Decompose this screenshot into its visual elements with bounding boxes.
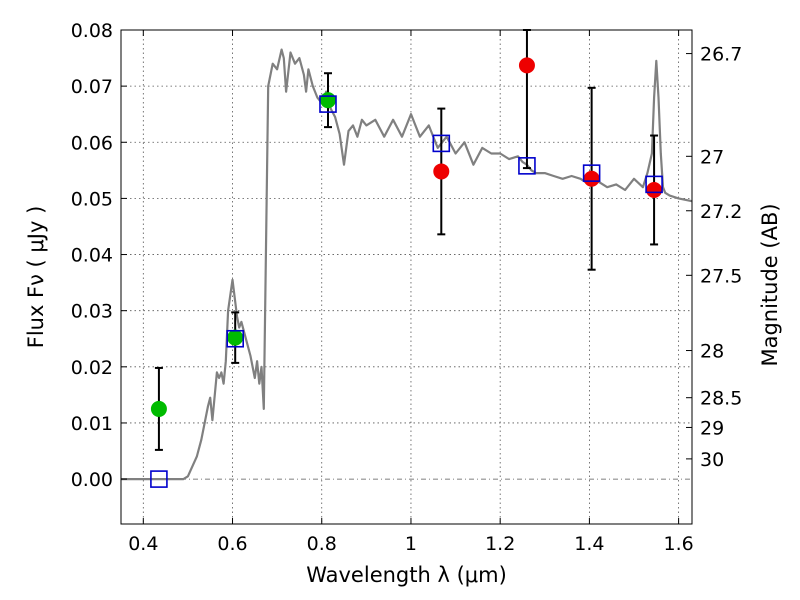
x-tick-label: 0.8: [307, 533, 337, 555]
error-bars: [154, 29, 659, 451]
blue-square-marker: [582, 164, 601, 182]
y-axis-label: Flux Fν ( μJy ): [24, 206, 48, 349]
y-tick-label: 0.01: [71, 413, 113, 435]
blue-square-marker: [432, 134, 451, 153]
model-sed-curve: [121, 48, 693, 481]
x-tick-label: 1: [405, 533, 417, 555]
green-data-point: [150, 400, 167, 417]
y-tick-label: 0.06: [71, 132, 113, 154]
x-tick-label: 1.6: [664, 533, 694, 555]
mag-tick-label: 29: [700, 417, 724, 439]
y-tick-label: 0.04: [71, 245, 113, 267]
red-data-point: [518, 57, 535, 74]
mag-tick-label: 28: [700, 341, 724, 363]
axis-ticks: 0.4 0.6 0.8 1 1.2 1.4 1.6 0.00 0.01 0.02 0.03 0.04 0…: [71, 20, 743, 555]
red-data-point: [433, 163, 450, 180]
x-tick-label: 0.6: [217, 533, 247, 555]
y-tick-label: 0.02: [71, 357, 113, 379]
plot-frame: [120, 29, 693, 525]
right-axis-label: Magnitude (AB): [758, 203, 782, 366]
y-tick-label: 0.00: [71, 469, 113, 491]
grid-lines: [121, 29, 692, 524]
x-tick-label: 1.4: [574, 533, 604, 555]
x-axis-label: Wavelength λ (μm): [306, 563, 507, 587]
blue-square-marker: [226, 329, 244, 348]
red-data-point: [583, 170, 600, 187]
mag-tick-label: 30: [700, 449, 724, 471]
green-data-point: [227, 329, 244, 346]
mag-tick-label: 28.5: [700, 388, 742, 410]
red-data-point: [646, 181, 663, 198]
mag-tick-label: 27: [700, 146, 724, 168]
mag-tick-label: 26.7: [700, 44, 742, 66]
data-markers: [150, 57, 663, 488]
y-tick-label: 0.05: [71, 188, 113, 210]
y-tick-label: 0.08: [71, 20, 113, 42]
y-tick-label: 0.03: [71, 301, 113, 323]
green-data-point: [319, 92, 336, 109]
blue-square-marker: [319, 95, 337, 113]
x-tick-label: 0.4: [128, 533, 158, 555]
blue-square-marker: [645, 175, 663, 194]
mag-tick-label: 27.5: [700, 265, 742, 287]
y-tick-label: 0.07: [71, 76, 113, 98]
x-tick-label: 1.2: [485, 533, 515, 555]
blue-square-marker: [518, 157, 536, 175]
blue-square-marker: [150, 470, 168, 488]
mag-tick-label: 27.2: [700, 201, 742, 223]
